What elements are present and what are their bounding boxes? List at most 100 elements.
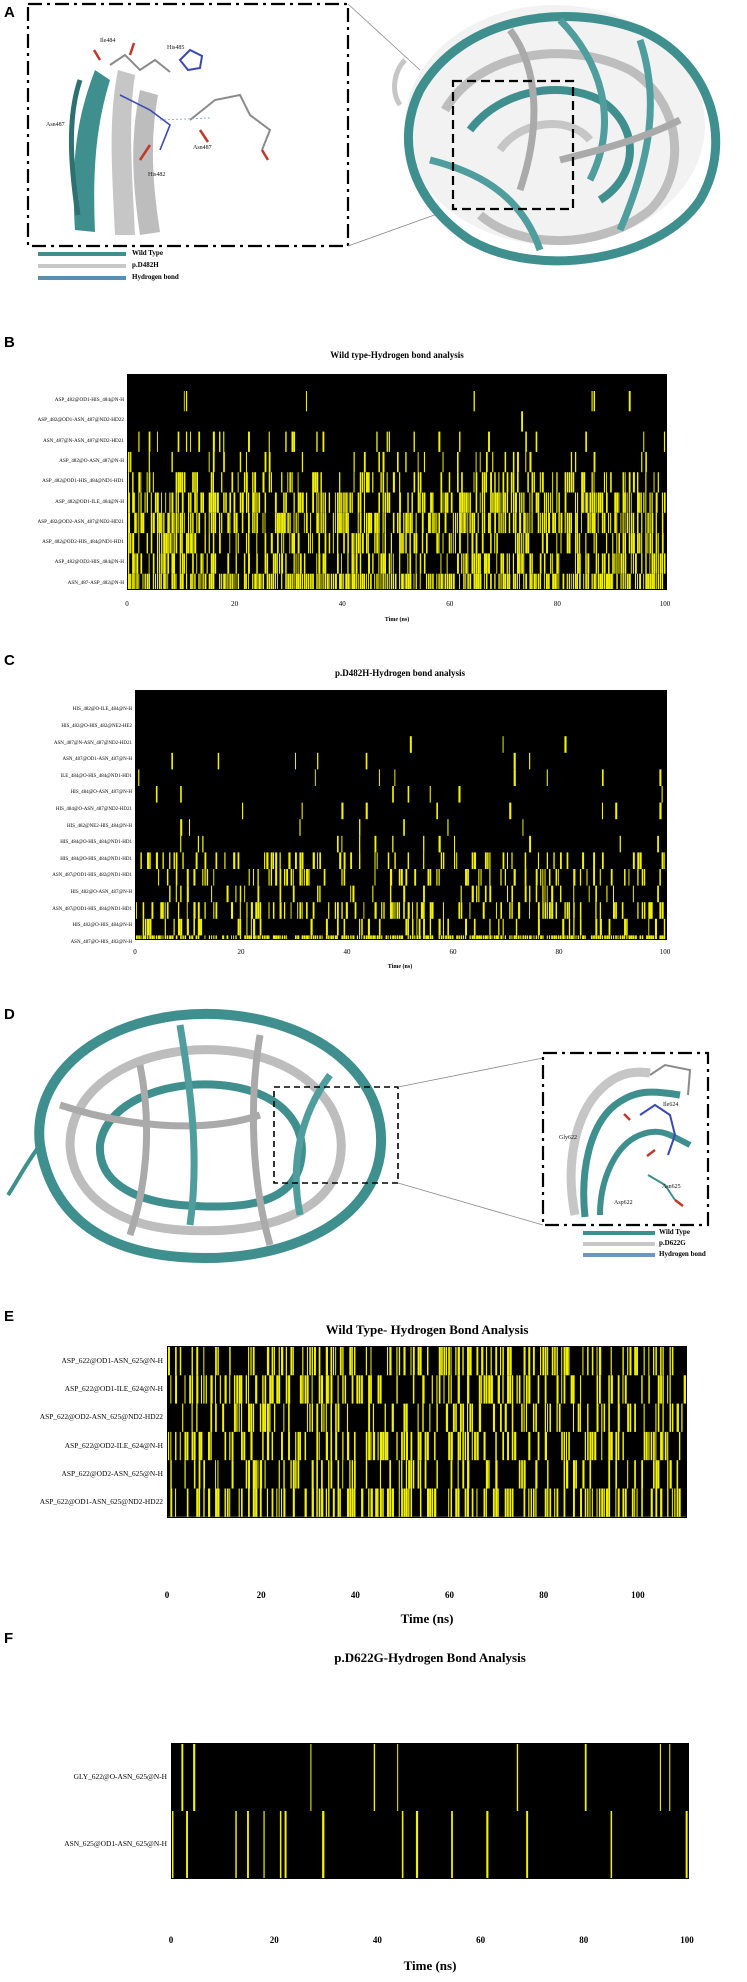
occupancy-mark (148, 573, 150, 589)
heatmap-svg (128, 391, 666, 589)
occupancy-mark (436, 512, 438, 534)
occupancy-mark (417, 1403, 419, 1432)
occupancy-mark (657, 885, 659, 903)
occupancy-mark (663, 935, 666, 939)
occupancy-mark (564, 902, 566, 919)
occupancy-mark (388, 431, 390, 452)
occupancy-mark (140, 935, 142, 939)
occupancy-mark (208, 1431, 210, 1461)
occupancy-mark (541, 472, 544, 493)
occupancy-mark (641, 533, 643, 554)
occupancy-mark (585, 533, 587, 554)
x-tick-label: 60 (446, 600, 454, 608)
occupancy-mark (283, 512, 286, 534)
x-tick-label: 60 (449, 948, 457, 956)
occupancy-mark (481, 492, 484, 513)
occupancy-mark (617, 1403, 620, 1432)
occupancy-mark (359, 819, 361, 836)
heatmap-row-5 (138, 769, 662, 786)
occupancy-mark (200, 553, 203, 574)
occupancy-mark (248, 492, 250, 513)
occupancy-mark (624, 472, 626, 493)
occupancy-mark (616, 512, 618, 534)
occupancy-mark (398, 1460, 400, 1489)
occupancy-mark (685, 1811, 688, 1878)
occupancy-mark (184, 1375, 186, 1404)
occupancy-mark (614, 492, 617, 513)
occupancy-mark (392, 512, 395, 534)
occupancy-mark (650, 935, 653, 939)
occupancy-mark (608, 512, 610, 534)
occupancy-mark (398, 1488, 400, 1517)
occupancy-mark (525, 451, 527, 473)
occupancy-mark (146, 492, 148, 513)
occupancy-mark (266, 1347, 270, 1376)
occupancy-mark (442, 533, 444, 554)
occupancy-mark (412, 1460, 415, 1489)
occupancy-mark (401, 573, 404, 589)
occupancy-mark (378, 492, 381, 513)
occupancy-mark (376, 935, 379, 939)
occupancy-mark (158, 935, 161, 939)
occupancy-mark (595, 935, 598, 939)
occupancy-mark (450, 1375, 452, 1404)
occupancy-mark (274, 512, 277, 534)
occupancy-mark (330, 1431, 333, 1461)
occupancy-mark (322, 1811, 325, 1878)
occupancy-mark (527, 533, 530, 554)
occupancy-mark (330, 1375, 333, 1404)
occupancy-mark (463, 492, 465, 513)
occupancy-mark (553, 852, 555, 869)
occupancy-mark (415, 573, 417, 589)
occupancy-mark (336, 935, 338, 939)
occupancy-mark (601, 1488, 604, 1517)
occupancy-mark (683, 1375, 686, 1404)
occupancy-mark (262, 573, 265, 589)
occupancy-mark (173, 852, 175, 869)
occupancy-mark (252, 1347, 255, 1376)
occupancy-mark (492, 1488, 495, 1517)
occupancy-mark (278, 1347, 280, 1376)
occupancy-mark (516, 1375, 518, 1404)
occupancy-mark (582, 935, 585, 939)
occupancy-mark (509, 802, 512, 820)
occupancy-mark (648, 1375, 650, 1404)
occupancy-mark (529, 935, 531, 939)
occupancy-mark (552, 492, 554, 513)
occupancy-mark (324, 553, 327, 574)
occupancy-mark (208, 935, 211, 939)
occupancy-mark (376, 852, 378, 869)
occupancy-mark (384, 1403, 386, 1432)
structure-figure-d (6, 1008, 710, 1263)
occupancy-mark (347, 512, 349, 534)
occupancy-mark (593, 573, 596, 589)
x-tick-label: 40 (350, 1590, 360, 1600)
occupancy-mark (474, 1431, 476, 1461)
occupancy-mark (341, 492, 343, 513)
x-tick-label: 100 (680, 1935, 694, 1945)
occupancy-mark (374, 533, 376, 554)
occupancy-mark (163, 533, 166, 554)
occupancy-mark (202, 553, 204, 574)
occupancy-mark (570, 573, 572, 589)
occupancy-mark (140, 852, 142, 869)
occupancy-mark (200, 573, 202, 589)
occupancy-mark (144, 573, 146, 589)
occupancy-mark (297, 935, 300, 939)
occupancy-mark (210, 1431, 212, 1461)
occupancy-mark (645, 451, 647, 473)
occupancy-mark (531, 492, 533, 513)
occupancy-mark (552, 553, 554, 574)
occupancy-mark (649, 553, 651, 574)
occupancy-mark (566, 935, 569, 939)
legend-label-hbond-a: Hydrogen bond (132, 273, 179, 281)
occupancy-mark (363, 492, 365, 513)
occupancy-mark (617, 1431, 620, 1461)
occupancy-mark (138, 769, 140, 786)
occupancy-mark (382, 573, 384, 589)
occupancy-mark (587, 553, 590, 574)
row-label: ILE_484@O-HIS_484@ND1-HD1 (60, 773, 132, 779)
occupancy-mark (399, 512, 401, 534)
heatmap-row-5 (128, 472, 659, 493)
occupancy-mark (506, 573, 509, 589)
